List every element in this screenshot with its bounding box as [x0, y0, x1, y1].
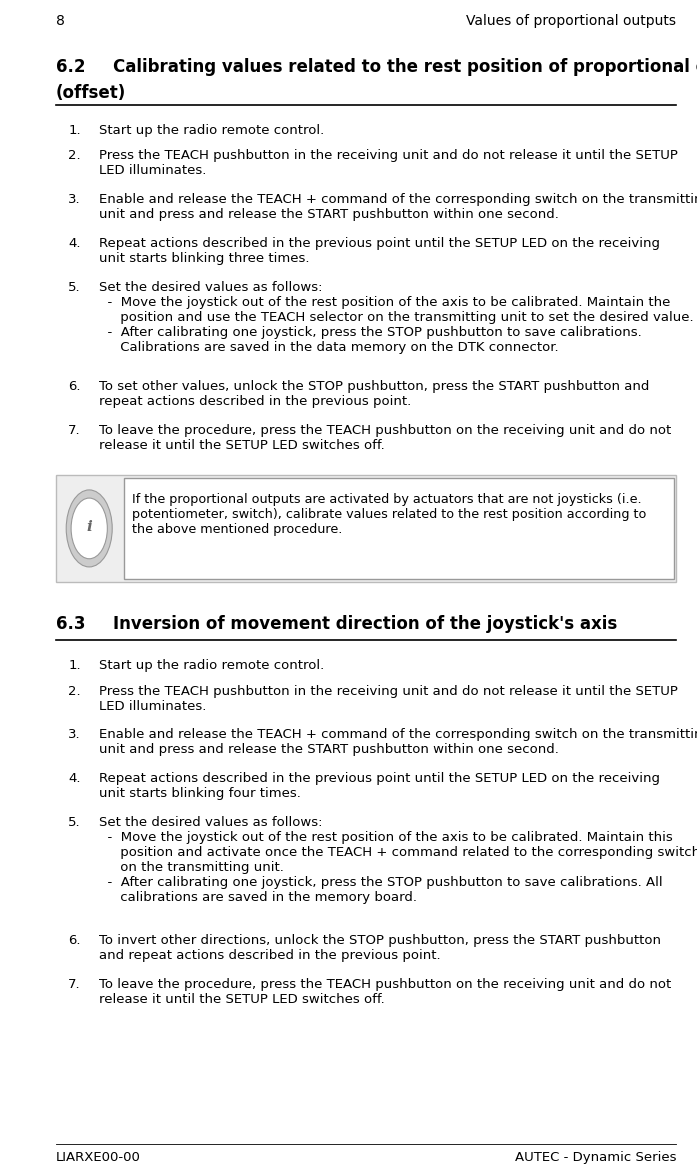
Text: 1.: 1. [68, 659, 81, 672]
Text: 3.: 3. [68, 728, 81, 741]
Text: 5.: 5. [68, 281, 81, 294]
Text: 6.2: 6.2 [56, 58, 85, 76]
FancyBboxPatch shape [124, 478, 674, 579]
Text: 6.: 6. [68, 380, 81, 393]
Text: Repeat actions described in the previous point until the SETUP LED on the receiv: Repeat actions described in the previous… [99, 773, 660, 801]
Text: To set other values, unlock the STOP pushbutton, press the START pushbutton and
: To set other values, unlock the STOP pus… [99, 380, 650, 408]
Text: Press the TEACH pushbutton in the receiving unit and do not release it until the: Press the TEACH pushbutton in the receiv… [99, 685, 678, 713]
Text: Values of proportional outputs: Values of proportional outputs [466, 14, 676, 28]
Text: 8: 8 [56, 14, 65, 28]
Text: If the proportional outputs are activated by actuators that are not joysticks (i: If the proportional outputs are activate… [132, 494, 647, 537]
Text: 2.: 2. [68, 685, 81, 698]
Text: 5.: 5. [68, 816, 81, 830]
Text: Calibrating values related to the rest position of proportional outputs: Calibrating values related to the rest p… [113, 58, 697, 76]
Circle shape [71, 498, 107, 559]
Text: Press the TEACH pushbutton in the receiving unit and do not release it until the: Press the TEACH pushbutton in the receiv… [99, 149, 678, 177]
Text: 7.: 7. [68, 978, 81, 991]
Text: 1.: 1. [68, 124, 81, 137]
Text: Set the desired values as follows:
  -  Move the joystick out of the rest positi: Set the desired values as follows: - Mov… [99, 816, 697, 904]
Text: 2.: 2. [68, 149, 81, 162]
Text: 4.: 4. [68, 237, 81, 250]
Text: Repeat actions described in the previous point until the SETUP LED on the receiv: Repeat actions described in the previous… [99, 237, 660, 265]
Text: Start up the radio remote control.: Start up the radio remote control. [99, 124, 324, 137]
Text: (offset): (offset) [56, 84, 126, 102]
Text: Set the desired values as follows:
  -  Move the joystick out of the rest positi: Set the desired values as follows: - Mov… [99, 281, 694, 354]
Text: To leave the procedure, press the TEACH pushbutton on the receiving unit and do : To leave the procedure, press the TEACH … [99, 978, 671, 1006]
Text: LIARXE00-00: LIARXE00-00 [56, 1151, 141, 1163]
Text: 6.3: 6.3 [56, 615, 85, 633]
Text: i: i [86, 520, 92, 534]
Circle shape [66, 490, 112, 567]
Text: Enable and release the TEACH + command of the corresponding switch on the transm: Enable and release the TEACH + command o… [99, 193, 697, 221]
Text: Inversion of movement direction of the joystick's axis: Inversion of movement direction of the j… [113, 615, 617, 633]
Text: Start up the radio remote control.: Start up the radio remote control. [99, 659, 324, 672]
Text: To invert other directions, unlock the STOP pushbutton, press the START pushbutt: To invert other directions, unlock the S… [99, 934, 661, 962]
Text: To leave the procedure, press the TEACH pushbutton on the receiving unit and do : To leave the procedure, press the TEACH … [99, 424, 671, 452]
Text: 6.: 6. [68, 934, 81, 946]
FancyBboxPatch shape [56, 475, 676, 582]
Text: 4.: 4. [68, 773, 81, 785]
Text: 7.: 7. [68, 424, 81, 436]
Text: AUTEC - Dynamic Series: AUTEC - Dynamic Series [514, 1151, 676, 1163]
Text: 3.: 3. [68, 193, 81, 207]
Text: Enable and release the TEACH + command of the corresponding switch on the transm: Enable and release the TEACH + command o… [99, 728, 697, 756]
